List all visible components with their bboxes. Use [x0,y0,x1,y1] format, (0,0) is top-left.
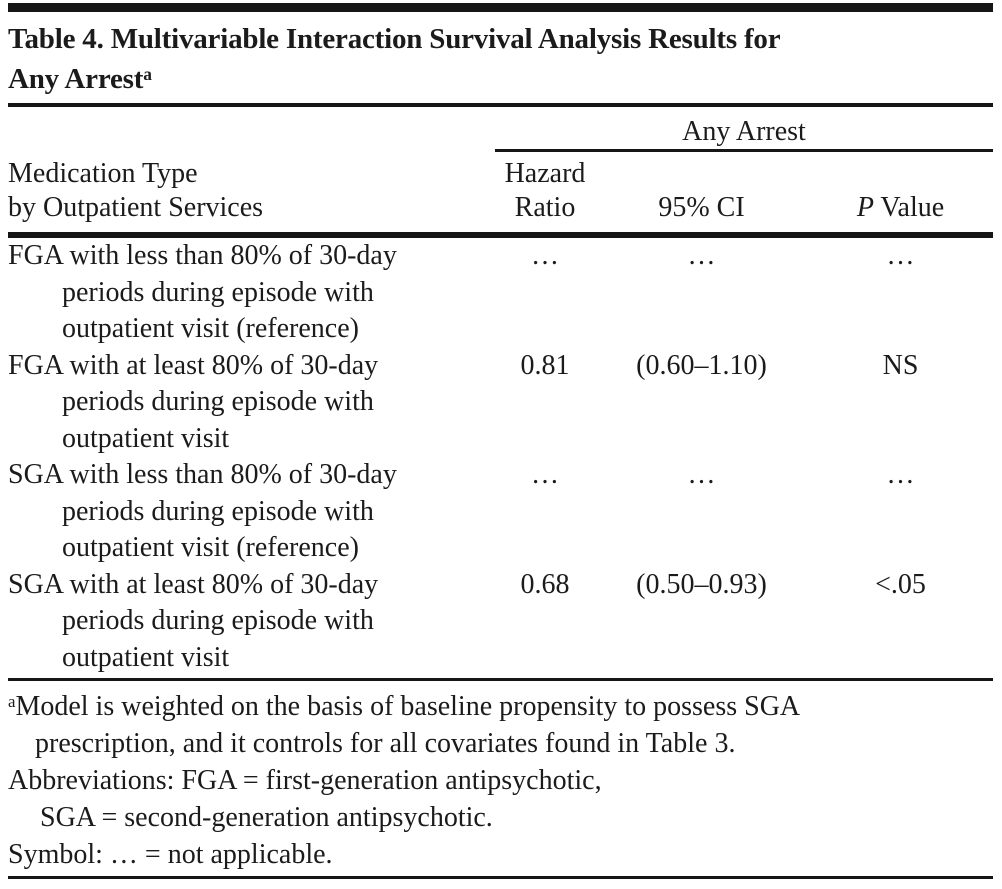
footnote-superscript-a: a [8,692,16,712]
footnotes-block: aModel is weighted on the basis of basel… [8,688,993,873]
top-rule [8,3,993,12]
p-value: NS [882,349,919,381]
p-value-italic-p: P [856,192,874,223]
footnote-abbreviations: Abbreviations: FGA = first-generation an… [8,762,993,836]
table-title-text: Table 4. Multivariable Interaction Survi… [8,23,781,95]
p-value: <.05 [808,566,993,681]
column-header-hazard-ratio: Hazard Ratio [495,150,595,238]
column-header-p-value: P Value [808,150,993,238]
ci-value: … [687,459,716,490]
row-label: SGA with less than 80% of 30-day periods… [8,459,397,563]
row-label: FGA with at least 80% of 30-day periods … [8,349,379,454]
results-table: Any Arrest Medication Type by Outpatient… [8,107,993,681]
table-row-sga-less-80: SGA with less than 80% of 30-day periods… [8,457,993,567]
footnote-text: Model is weighted on the basis of baseli… [15,691,801,759]
p-value-rest: Value [873,192,945,223]
footnote-text: Abbreviations: FGA = first-generation an… [8,765,602,833]
table-row-fga-less-80: FGA with less than 80% of 30-day periods… [8,235,993,348]
table-row-fga-at-least-80: FGA with at least 80% of 30-day periods … [8,348,993,458]
p-value: … [886,240,915,271]
title-divider-rule [8,103,993,107]
spanner-spacer [8,107,495,151]
column-header-row: Medication Type by Outpatient Services H… [8,150,993,238]
ci-value: (0.50–0.93) [595,566,808,681]
hazard-ratio-value: 0.68 [495,566,595,681]
table-title-superscript: a [143,64,152,85]
column-header-medication-type: Medication Type by Outpatient Services [8,150,495,238]
row-label: SGA with at least 80% of 30-day periods … [8,566,495,681]
footnote-text: Symbol: … = not applicable. [8,839,333,870]
footnote-model-weighting: aModel is weighted on the basis of basel… [8,688,993,762]
ci-value: … [687,240,716,271]
ci-value: (0.60–1.10) [636,349,767,381]
hazard-ratio-value: 0.81 [520,349,570,381]
spanner-heading-any-arrest: Any Arrest [495,107,993,152]
spanner-row: Any Arrest [8,107,993,152]
row-label: FGA with less than 80% of 30-day periods… [8,240,397,344]
p-value: … [886,459,915,490]
hazard-ratio-value: … [531,459,559,490]
footnote-symbol: Symbol: … = not applicable. [8,836,993,873]
hazard-ratio-value: … [531,240,559,271]
table-title: Table 4. Multivariable Interaction Survi… [8,19,993,99]
bottom-rule [8,876,993,879]
column-header-95ci: 95% CI [595,150,808,238]
table-row-sga-at-least-80: SGA with at least 80% of 30-day periods … [8,566,993,681]
